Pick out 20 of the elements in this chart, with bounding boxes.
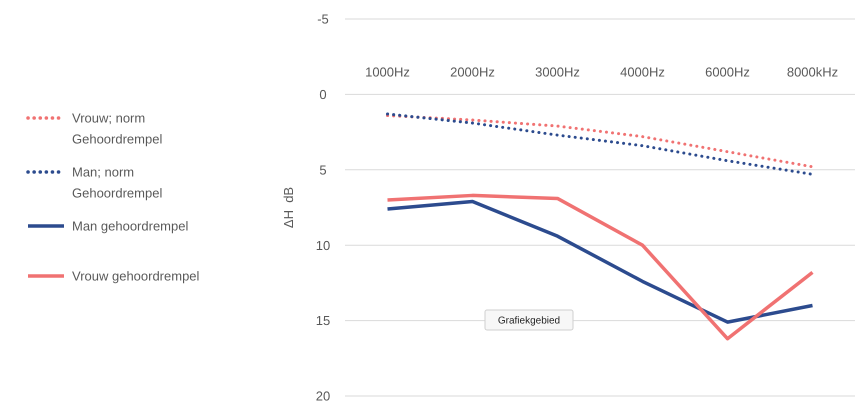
legend-label: Man gehoordrempel bbox=[72, 218, 188, 234]
x-tick-label: 2000Hz bbox=[450, 64, 495, 80]
legend-label: Vrouw gehoordrempel bbox=[72, 268, 200, 284]
y-tick-label: 0 bbox=[319, 86, 327, 102]
x-tick-label: 3000Hz bbox=[535, 64, 580, 80]
y-tick-label: 20 bbox=[316, 388, 330, 404]
y-tick-label: -5 bbox=[317, 12, 329, 27]
line-series bbox=[386, 194, 814, 340]
y-axis-title: ΔH dB bbox=[281, 186, 296, 228]
annotation: Grafiekgebied bbox=[498, 316, 560, 326]
x-tick-label: 6000Hz bbox=[705, 64, 750, 80]
legend-label: Vrouw; norm Gehoordrempel bbox=[72, 110, 162, 147]
y-tick-label: 5 bbox=[319, 162, 327, 178]
x-tick-label: 1000Hz bbox=[365, 64, 410, 80]
legend-label: Man; norm Gehoordrempel bbox=[72, 164, 162, 201]
x-tick-label: 8000kHz bbox=[786, 64, 838, 80]
x-tick-label: 4000Hz bbox=[620, 64, 665, 80]
y-tick-label: 10 bbox=[316, 238, 330, 253]
y-tick-label: 15 bbox=[316, 313, 330, 328]
line-series bbox=[386, 200, 814, 324]
